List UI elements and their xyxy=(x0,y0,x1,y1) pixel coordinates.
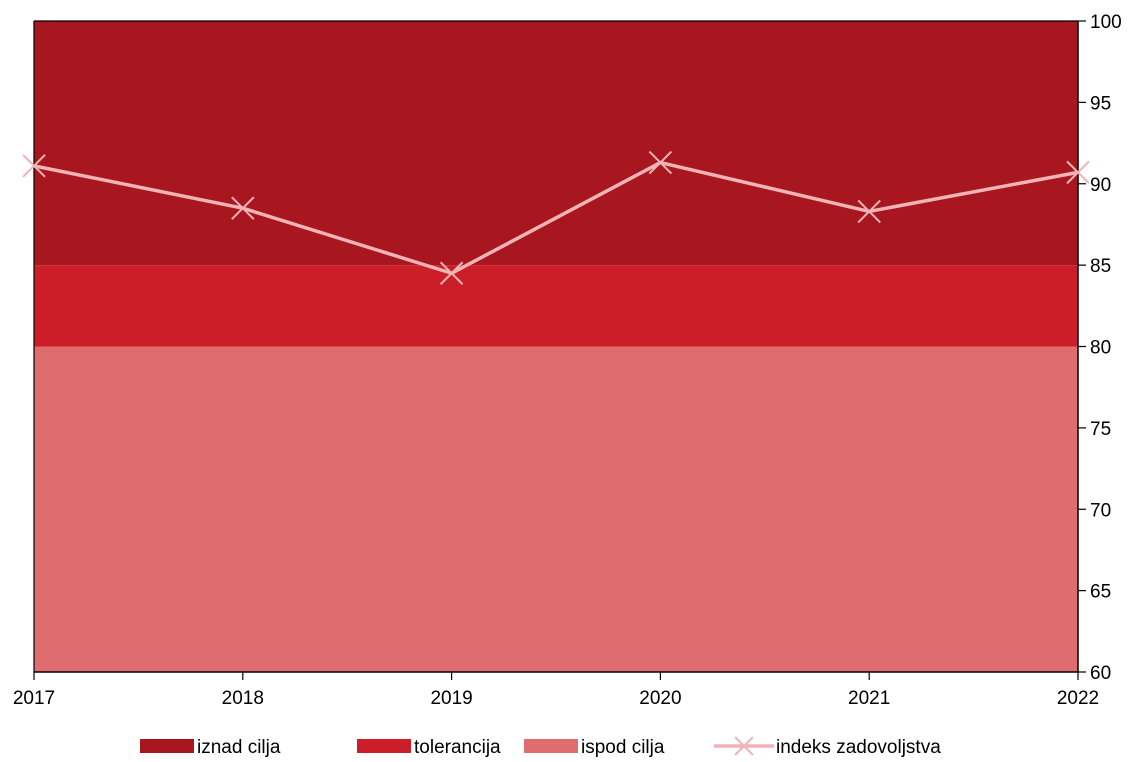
band-iznad-cilja xyxy=(34,21,1078,266)
y-tick-label-80: 80 xyxy=(1090,338,1111,359)
x-tick-label-2022: 2022 xyxy=(1057,688,1099,709)
x-tick-label-2018: 2018 xyxy=(222,688,264,709)
x-tick-label-2021: 2021 xyxy=(848,688,890,709)
legend-swatch xyxy=(140,739,194,753)
legend-item-indeks-zadovoljstva: indeks zadovoljstva xyxy=(714,736,941,758)
legend-label: iznad cilja xyxy=(197,737,281,758)
data-point-2018 xyxy=(231,196,255,220)
legend: iznad cilja tolerancija ispod cilja indeks … xyxy=(140,736,941,758)
legend-label: indeks zadovoljstva xyxy=(776,737,941,758)
legend-marker-b xyxy=(734,736,754,756)
marker-stroke-b xyxy=(1066,160,1090,185)
y-tick-label-60: 60 xyxy=(1090,663,1111,684)
data-point-2021 xyxy=(857,199,881,224)
legend-swatch xyxy=(357,739,411,753)
band-ispod-cilja xyxy=(34,346,1078,672)
y-tick-label-95: 95 xyxy=(1090,93,1111,114)
x-axis: 2017 2018 2019 2020 2021 2022 xyxy=(13,671,1099,709)
data-point-2022 xyxy=(1066,160,1090,185)
data-point-2019 xyxy=(439,261,464,285)
y-tick-label-85: 85 xyxy=(1090,256,1111,277)
marker-stroke-b xyxy=(857,199,881,224)
y-tick-label-100: 100 xyxy=(1090,12,1122,33)
band-tolerancija xyxy=(34,265,1078,347)
legend-item-tolerancija: tolerancija xyxy=(357,737,501,758)
series-line-indeks-zadovoljstva xyxy=(33,160,1079,276)
legend-item-ispod-cilja: ispod cilja xyxy=(524,737,665,758)
legend-item-iznad-cilja: iznad cilja xyxy=(140,737,281,758)
y-tick-label-70: 70 xyxy=(1090,500,1111,521)
y-tick-label-75: 75 xyxy=(1090,419,1111,440)
plot-frame xyxy=(33,20,1078,672)
legend-swatch xyxy=(524,739,578,753)
data-point-2017 xyxy=(22,154,46,178)
x-tick-label-2020: 2020 xyxy=(639,688,681,709)
target-bands xyxy=(34,21,1078,672)
x-tick-label-2017: 2017 xyxy=(13,688,55,709)
legend-label: ispod cilja xyxy=(581,737,665,758)
marker-stroke-b xyxy=(231,196,255,220)
legend-label: tolerancija xyxy=(414,737,501,758)
x-tick-label-2019: 2019 xyxy=(430,688,472,709)
marker-stroke-b xyxy=(648,150,673,175)
data-point-2020 xyxy=(648,150,673,175)
marker-stroke-b xyxy=(22,154,46,178)
y-tick-label-90: 90 xyxy=(1090,175,1111,196)
y-tick-label-65: 65 xyxy=(1090,582,1111,603)
y-axis: 60 65 70 75 80 85 90 95 100 xyxy=(1077,12,1122,684)
marker-stroke-b xyxy=(439,261,464,285)
series-lines xyxy=(22,150,1090,285)
